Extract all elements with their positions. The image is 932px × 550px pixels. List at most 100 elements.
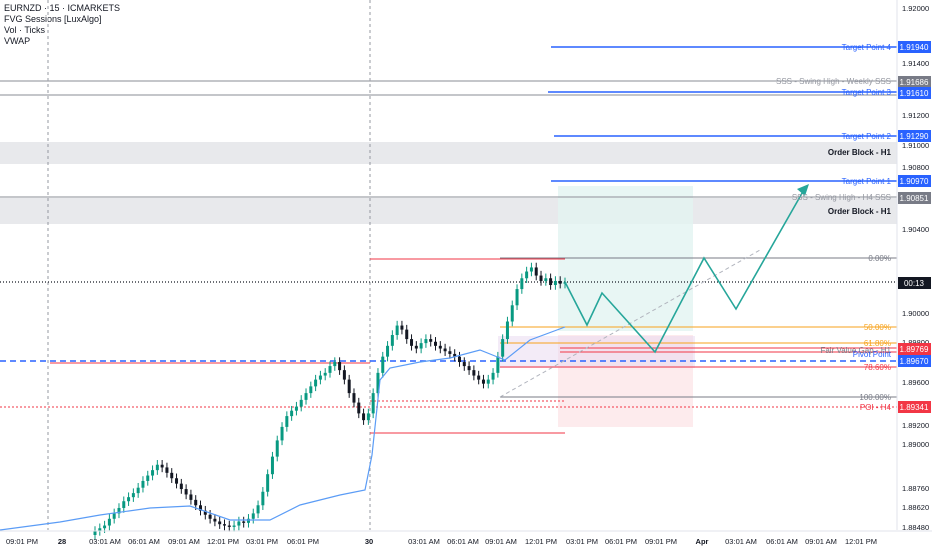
candle-body — [481, 379, 485, 384]
target-point-1-label: Target Point 1 — [842, 177, 892, 186]
time-tick-label: 03:01 AM — [725, 537, 757, 546]
chart-legend: EURNZD · 15 · ICMARKETS FVG Sessions [Lu… — [4, 3, 120, 47]
candle-body — [218, 521, 222, 525]
candle-body — [505, 321, 509, 340]
badge-pivot: 1.89670 — [900, 357, 929, 366]
candle-body — [496, 356, 500, 373]
candle-body — [117, 507, 121, 514]
candle-body — [510, 305, 514, 322]
time-tick-label: 09:01 AM — [485, 537, 517, 546]
candle-body — [294, 406, 298, 411]
candle-body — [558, 280, 562, 284]
candle-body — [160, 464, 164, 468]
candle-body — [93, 530, 97, 535]
candle-body — [342, 370, 346, 380]
candle-body — [434, 341, 438, 346]
badge-target-2: 1.91290 — [900, 132, 929, 141]
candle-body — [266, 474, 270, 492]
price-tick-label: 1.89200 — [902, 421, 929, 430]
candle-body — [141, 480, 145, 488]
price-tick-label: 1.89600 — [902, 378, 929, 387]
badge-current-time: 00:13 — [904, 279, 925, 288]
candle-body — [189, 494, 193, 500]
target-point-4-label: Target Point 4 — [842, 43, 892, 52]
candle-body — [424, 339, 428, 344]
price-tick-label: 1.88760 — [902, 484, 929, 493]
candle-body — [242, 521, 246, 523]
candle-body — [256, 505, 260, 514]
candle-body — [525, 271, 529, 279]
candle-body — [386, 345, 390, 357]
candle-body — [184, 489, 188, 495]
target-point-2-label: Target Point 2 — [842, 132, 892, 141]
time-tick-label: 09:01 AM — [805, 537, 837, 546]
badge-sss-weekly: 1.91686 — [900, 78, 929, 87]
candle-body — [457, 356, 461, 363]
candle-body — [529, 267, 533, 272]
price-tick-label: 1.88480 — [902, 523, 929, 532]
candle-body — [165, 467, 169, 473]
candle-body — [501, 339, 505, 357]
candle-body — [208, 514, 212, 519]
time-tick-label: 12:01 PM — [525, 537, 557, 546]
candle-body — [222, 524, 226, 526]
candle-body — [328, 366, 332, 373]
candle-body — [366, 413, 370, 421]
legend-indicator-vwap[interactable]: VWAP — [4, 36, 31, 46]
candle-body — [544, 278, 548, 281]
candle-body — [429, 339, 433, 342]
candle-body — [357, 402, 361, 414]
legend-indicator-fvg[interactable]: FVG Sessions [LuxAlgo] — [4, 14, 102, 24]
fvg-label: Fair Value Gap - H1 — [820, 346, 891, 355]
order-block-lower-label: Order Block - H1 — [828, 207, 892, 216]
sss-weekly-label: SSS - Swing High - Weekly SSS — [776, 77, 891, 86]
candle-body — [486, 379, 490, 384]
candle-body — [419, 343, 423, 349]
candle-body — [333, 362, 337, 367]
time-tick-label: 06:01 AM — [128, 537, 160, 546]
candle-body — [448, 351, 452, 354]
price-tick-label: 1.90000 — [902, 309, 929, 318]
candle-body — [314, 379, 318, 387]
candle-body — [453, 353, 457, 357]
candle-body — [520, 278, 524, 290]
time-tick-label: 09:01 PM — [6, 537, 38, 546]
vwap-line — [0, 326, 566, 531]
candle-body — [352, 393, 356, 403]
candle-body — [414, 345, 418, 349]
target-point-3-label: Target Point 3 — [842, 88, 892, 97]
candle-body — [400, 325, 404, 330]
candle-body — [270, 456, 274, 475]
candle-body — [395, 325, 399, 336]
candle-body — [299, 399, 303, 407]
candle-body — [170, 472, 174, 479]
pivot-point-label: Pivot Point — [853, 350, 892, 359]
candle-body — [146, 475, 150, 481]
candle-body — [318, 375, 322, 380]
candle-body — [203, 510, 207, 515]
legend-indicator-vol[interactable]: Vol · Ticks — [4, 25, 46, 35]
candle-body — [151, 470, 155, 476]
candlestick-series — [93, 262, 567, 540]
candle-body — [199, 505, 203, 511]
candle-body — [261, 491, 265, 506]
time-tick-label: 09:01 AM — [168, 537, 200, 546]
legend-symbol[interactable]: EURNZD · 15 · ICMARKETS — [4, 3, 121, 13]
candle-body — [275, 440, 279, 457]
candle-body — [472, 370, 476, 376]
time-tick-label: 03:01 PM — [246, 537, 278, 546]
order-block-zone-lower — [0, 198, 897, 224]
candle-body — [304, 393, 308, 400]
candle-body — [390, 335, 394, 346]
time-axis[interactable]: 09:01 PM 28 03:01 AM 06:01 AM 09:01 AM 12:01 … — [6, 537, 877, 546]
candle-body — [553, 280, 557, 286]
candle-body — [438, 345, 442, 349]
candle-body — [467, 366, 471, 371]
badge-target-3: 1.91610 — [900, 89, 929, 98]
candle-body — [462, 362, 466, 367]
candle-body — [338, 362, 342, 371]
time-tick-label: 06:01 PM — [287, 537, 319, 546]
candle-body — [280, 426, 284, 441]
fib-100-label: 100.00% — [859, 393, 891, 402]
